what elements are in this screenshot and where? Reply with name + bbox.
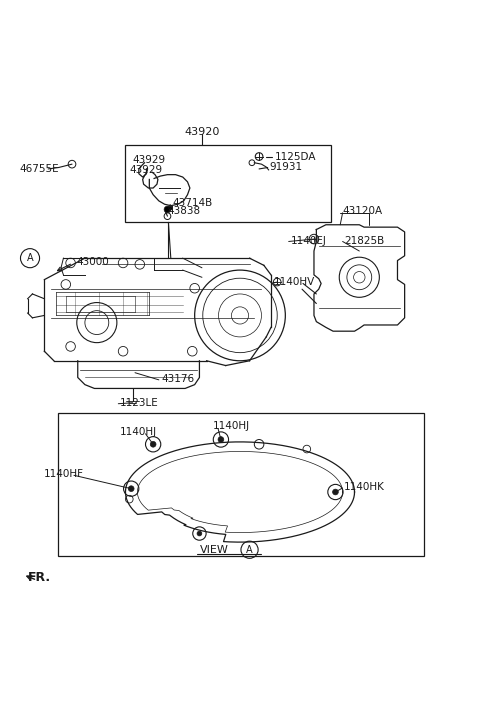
Text: FR.: FR. [28,571,51,584]
Text: 43176: 43176 [161,374,194,384]
Text: A: A [246,545,253,555]
Text: VIEW: VIEW [199,545,228,555]
Text: 1125DA: 1125DA [275,152,316,162]
Text: 1140HF: 1140HF [43,469,84,479]
Circle shape [169,206,173,210]
Text: 43920: 43920 [184,127,219,137]
Text: 43000: 43000 [77,256,109,266]
Text: 21825B: 21825B [344,236,384,246]
Text: 1123LE: 1123LE [120,398,158,408]
Text: A: A [27,253,33,263]
Circle shape [197,531,202,536]
Text: 91931: 91931 [270,162,303,172]
Circle shape [218,436,224,442]
Text: 43929: 43929 [129,165,162,175]
Text: 43838: 43838 [168,206,201,216]
Text: 43929: 43929 [132,155,166,165]
Text: 46755E: 46755E [20,164,59,174]
Circle shape [333,489,338,495]
Text: 1140HJ: 1140HJ [212,422,250,431]
Text: 1140HK: 1140HK [344,482,385,492]
Circle shape [164,206,171,213]
Text: 1140EJ: 1140EJ [290,236,326,246]
Text: 43714B: 43714B [172,198,213,209]
Circle shape [128,486,134,491]
Bar [58,413,424,557]
Text: 43120A: 43120A [343,206,383,216]
Bar [124,145,331,222]
Circle shape [150,441,156,447]
Text: 1140HJ: 1140HJ [120,427,157,437]
Text: 1140HV: 1140HV [274,277,315,287]
